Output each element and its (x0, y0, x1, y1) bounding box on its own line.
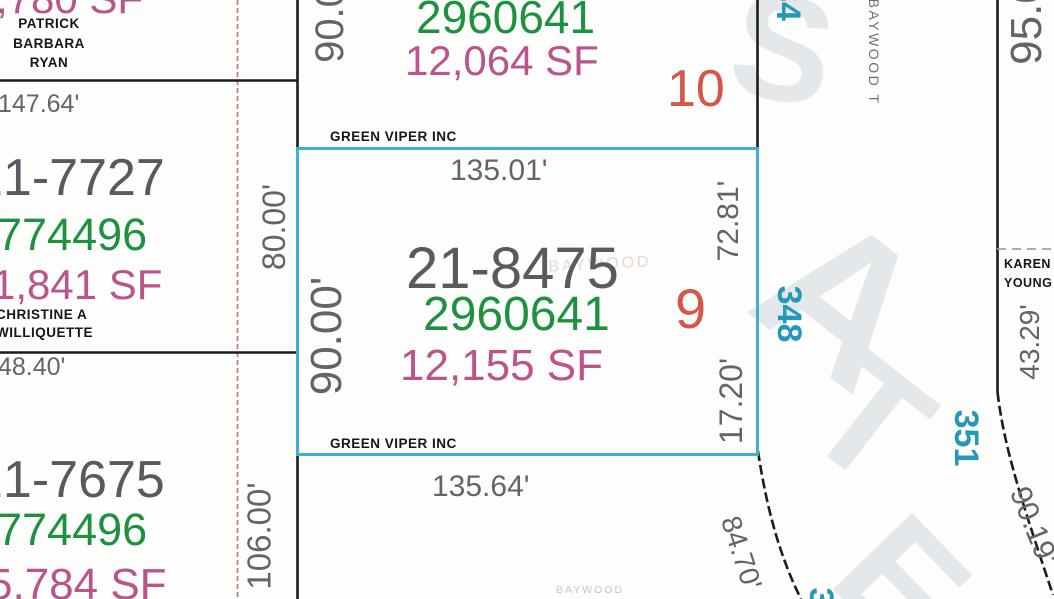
parcel-9-record-number: 2960641 (423, 288, 610, 341)
ryan-area-label: ,780 SF (0, 0, 143, 20)
lot10-owner: GREEN VIPER INC (330, 129, 457, 144)
dim-106-00: 106.00' (240, 482, 278, 590)
ryan-owner-line2: BARBARA (13, 35, 85, 51)
parcel-7727-owner-line2: WILLIQUETTE (0, 325, 93, 340)
parcel-9-apn: 21-8475 (406, 236, 619, 301)
parcel-7675-area: 5,784 SF (0, 560, 167, 599)
lot10-record-number: 2960641 (416, 0, 596, 43)
faint-text-bottom: BAYWOOD (556, 584, 625, 596)
dim-90-0-top: 90.0 (308, 0, 352, 63)
dim-95-0: 95.0 (1002, 0, 1051, 65)
dim-135-64: 135.64' (432, 470, 530, 503)
dim-43-29: 43.29' (1014, 304, 1045, 380)
parcel-7675-apn: 21-7675 (0, 451, 165, 509)
dim-48-40: 48.40' (0, 353, 66, 381)
dim-90-00-left: 90.00' (302, 276, 351, 396)
parcel-9-owner: GREEN VIPER INC (330, 436, 457, 451)
karen-owner-line1: KAREN (1004, 257, 1051, 271)
lot10-area: 12,064 SF (405, 37, 599, 84)
dim-80-00: 80.00' (256, 183, 292, 271)
ryan-owner-line3: RYAN (29, 55, 69, 71)
ryan-owner-name: PATRICK BARBARA RYAN (0, 14, 98, 73)
lot9-number: 9 (675, 277, 707, 340)
road-name-label: BAYWOOD T (866, 0, 882, 106)
karen-owner-line2: YOUNG (1004, 276, 1053, 290)
parcel-7727-area: 1,841 SF (0, 261, 163, 308)
address-number-351: 351 (947, 409, 985, 467)
dim-17-20: 17.20' (713, 357, 749, 445)
ryan-owner-line1: PATRICK (18, 16, 80, 31)
address-number-34: 34 (769, 0, 807, 21)
parcel-7727-owner-line1: CHRISTINE A (0, 307, 88, 322)
road-west-edge-curve (756, 450, 803, 599)
parcel-7727-apn: 21-7727 (0, 149, 165, 207)
dim-72-81: 72.81' (712, 180, 745, 262)
parcel-9-area: 12,155 SF (400, 341, 604, 390)
address-number-348: 348 (770, 285, 808, 343)
lot10-number: 10 (667, 60, 725, 118)
parcel-7675-record-number: 774496 (0, 504, 148, 555)
dim-147-64: 147.64' (0, 90, 80, 118)
address-number-3-partial: 3 (802, 587, 840, 599)
parcel-7727-record-number: 774496 (0, 209, 148, 260)
dim-135-01: 135.01' (450, 154, 548, 187)
road-east-edge-curve (996, 391, 1054, 596)
selected-parcel-region[interactable] (296, 147, 759, 456)
